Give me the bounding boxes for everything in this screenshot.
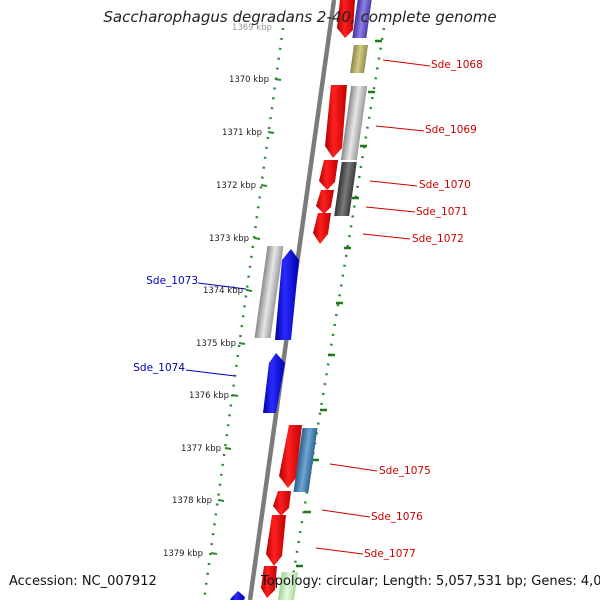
scale-label: 1378 kbp [172,496,212,506]
reverse-leader-lines [185,282,247,377]
feature-block-olive [350,45,368,73]
inner-major-ticks [296,39,382,568]
forward-gene-arrow[interactable] [337,0,355,38]
scale-label: 1379 kbp [163,549,203,559]
gene-label[interactable]: Sde_1077 [364,548,416,560]
reverse-gene-arrow[interactable] [263,353,285,413]
gene-label[interactable]: Sde_1068 [431,59,483,71]
forward-leader-lines [315,59,431,555]
gene-label[interactable]: Sde_1075 [379,465,431,477]
genome-summary-text: Topology: circular; Length: 5,057,531 bp… [261,574,600,589]
scale-label: 1372 kbp [216,181,256,191]
accession-text: Accession: NC_007912 [9,574,157,589]
forward-gene-arrow[interactable] [325,85,347,158]
scale-label: 1376 kbp [189,391,229,401]
feature-block-gray [254,246,284,338]
scale-label: 1377 kbp [181,444,221,454]
scale-label: 1371 kbp [222,128,262,138]
scale-label: 1370 kbp [229,75,269,85]
forward-gene-arrow[interactable] [316,190,334,214]
scale-label: 1374 kbp [203,286,243,296]
forward-gene-arrow[interactable] [273,491,291,516]
feature-block-green [278,572,298,600]
feature-block-purple [352,0,372,38]
gene-label[interactable]: Sde_1070 [419,179,471,191]
reverse-gene-arrow[interactable] [230,591,245,600]
gene-label[interactable]: Sde_1074 [133,362,185,374]
gene-label[interactable]: Sde_1069 [425,124,477,136]
scale-rail-outer [202,27,285,600]
forward-gene-arrow[interactable] [279,425,302,488]
forward-gene-arrow[interactable] [261,566,277,598]
forward-gene-arrow[interactable] [266,515,286,566]
gene-label[interactable]: Sde_1073 [146,275,198,287]
scale-label: 1375 kbp [196,339,236,349]
map-title: Saccharophagus degradans 2-40, complete … [103,8,497,26]
forward-gene-arrow[interactable] [319,160,338,190]
forward-gene-arrow[interactable] [313,213,331,244]
outer-major-ticks [210,78,282,555]
reverse-gene-arrow[interactable] [275,249,299,340]
feature-block-steel [293,428,318,492]
scale-label: 1369 kbp [232,23,272,33]
feature-block-gray [340,86,368,160]
feature-block-dark [334,162,357,216]
gene-label[interactable]: Sde_1072 [412,233,464,245]
gene-label[interactable]: Sde_1071 [416,206,468,218]
scale-label: 1373 kbp [209,234,249,244]
gene-label[interactable]: Sde_1076 [371,511,423,523]
